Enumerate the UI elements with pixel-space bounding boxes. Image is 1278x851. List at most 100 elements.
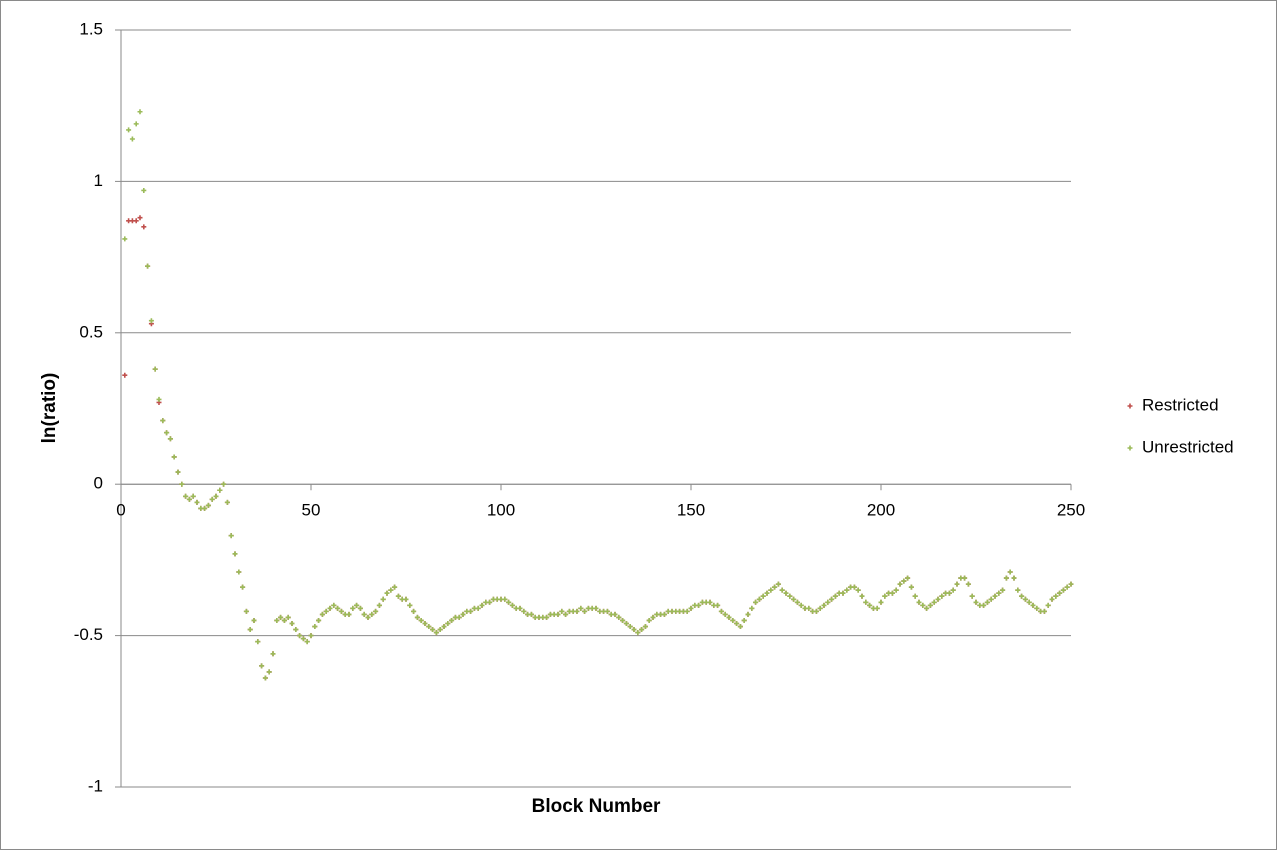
point — [863, 599, 869, 605]
legend-marker — [1127, 445, 1133, 451]
point — [145, 263, 151, 269]
point — [794, 599, 800, 605]
point — [787, 593, 793, 599]
point — [734, 620, 740, 626]
point — [764, 590, 770, 596]
point — [753, 599, 759, 605]
point — [623, 620, 629, 626]
point — [456, 614, 462, 620]
point — [1041, 608, 1047, 614]
point — [183, 493, 189, 499]
point — [684, 608, 690, 614]
point — [232, 551, 238, 557]
point — [840, 590, 846, 596]
point — [1007, 569, 1013, 575]
point — [331, 602, 337, 608]
legend-marker — [1127, 403, 1133, 409]
point — [855, 587, 861, 593]
point — [122, 236, 128, 242]
point — [661, 611, 667, 617]
y-tick-label: 1.5 — [79, 19, 103, 38]
point — [141, 224, 147, 230]
x-tick-label: 0 — [116, 501, 125, 520]
point — [350, 605, 356, 611]
point — [635, 630, 641, 636]
x-axis-label: Block Number — [532, 796, 661, 817]
point — [202, 505, 208, 511]
point — [578, 605, 584, 611]
point — [243, 608, 249, 614]
point — [137, 215, 143, 221]
point — [152, 366, 158, 372]
point — [878, 599, 884, 605]
point — [403, 596, 409, 602]
point — [798, 602, 804, 608]
point — [129, 136, 135, 142]
point — [137, 109, 143, 115]
point — [775, 581, 781, 587]
point — [722, 611, 728, 617]
point — [426, 624, 432, 630]
point — [209, 496, 215, 502]
point — [1060, 587, 1066, 593]
point — [327, 605, 333, 611]
point — [441, 624, 447, 630]
x-tick-label: 200 — [867, 501, 895, 520]
point — [186, 496, 192, 502]
point — [304, 639, 310, 645]
point — [164, 430, 170, 436]
point — [726, 614, 732, 620]
point — [122, 372, 128, 378]
point — [376, 602, 382, 608]
point — [281, 617, 287, 623]
point — [445, 620, 451, 626]
point — [388, 587, 394, 593]
point — [905, 575, 911, 581]
y-axis-label: ln(ratio) — [39, 373, 60, 444]
point — [741, 617, 747, 623]
x-tick-label: 150 — [677, 501, 705, 520]
point — [392, 584, 398, 590]
point — [555, 611, 561, 617]
point — [696, 602, 702, 608]
point — [266, 669, 272, 675]
point — [346, 611, 352, 617]
point — [631, 627, 637, 633]
point — [908, 584, 914, 590]
point — [293, 627, 299, 633]
point — [620, 617, 626, 623]
point — [433, 630, 439, 636]
point — [730, 617, 736, 623]
point — [190, 493, 196, 499]
point — [825, 599, 831, 605]
point — [832, 593, 838, 599]
point — [316, 617, 322, 623]
point — [517, 605, 523, 611]
point — [156, 396, 162, 402]
point — [1011, 575, 1017, 581]
point — [354, 602, 360, 608]
point — [323, 608, 329, 614]
point — [737, 624, 743, 630]
point — [1026, 599, 1032, 605]
point — [627, 624, 633, 630]
point — [1022, 596, 1028, 602]
point — [479, 602, 485, 608]
y-tick-label: -1 — [88, 776, 103, 795]
point — [745, 611, 751, 617]
point — [297, 633, 303, 639]
point — [259, 663, 265, 669]
point — [365, 614, 371, 620]
point — [133, 218, 139, 224]
y-tick-label: 0 — [94, 474, 103, 493]
y-tick-label: -0.5 — [74, 625, 103, 644]
point — [506, 599, 512, 605]
point — [988, 596, 994, 602]
point — [779, 587, 785, 593]
point — [867, 602, 873, 608]
point — [521, 608, 527, 614]
point — [251, 617, 257, 623]
point — [407, 602, 413, 608]
point — [897, 581, 903, 587]
point — [179, 481, 185, 487]
